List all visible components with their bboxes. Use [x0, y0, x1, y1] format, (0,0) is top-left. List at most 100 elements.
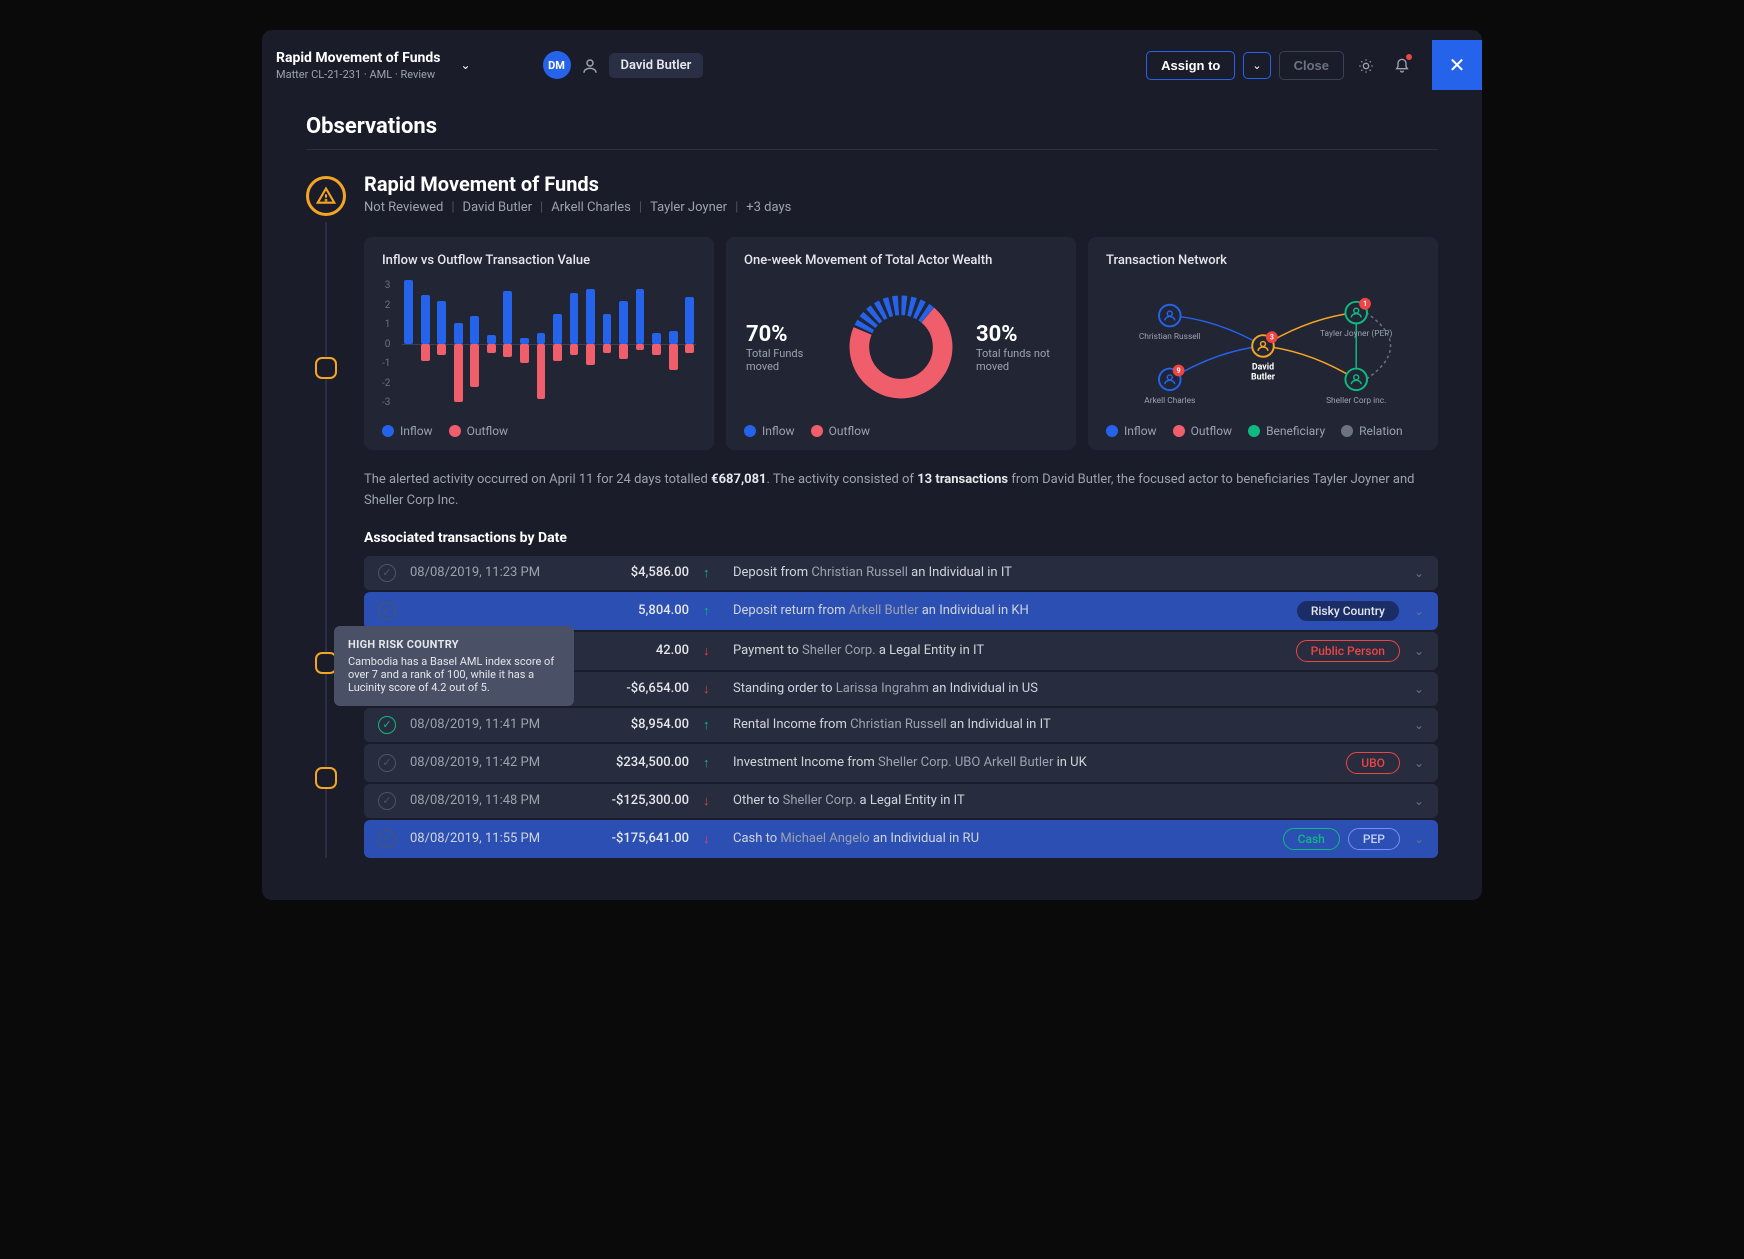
arrow-up-icon: ↑: [703, 755, 719, 771]
transaction-row[interactable]: ✓ 5,804.00 ↑ Deposit return from Arkell But…: [364, 592, 1438, 630]
timeline-marker: [315, 767, 337, 789]
tag[interactable]: Public Person: [1296, 640, 1400, 662]
legend-item: Inflow: [744, 424, 795, 438]
tx-amount: $234,500.00: [579, 755, 689, 770]
svg-text:Tayler Joyner (PEP): Tayler Joyner (PEP): [1320, 328, 1392, 339]
tx-amount: 5,804.00: [579, 603, 689, 618]
narrative-text: The alerted activity occurred on April 1…: [364, 470, 1438, 512]
app-frame: Rapid Movement of Funds Matter CL-21-231…: [262, 30, 1482, 900]
assign-dropdown-button[interactable]: ⌄: [1243, 52, 1270, 79]
svg-text:Christian Russell: Christian Russell: [1139, 332, 1201, 342]
arrow-down-icon: ↓: [703, 681, 719, 697]
tx-date: 08/08/2019, 11:41 PM: [410, 717, 565, 732]
svg-text:David: David: [1252, 363, 1274, 373]
associated-title: Associated transactions by Date: [364, 530, 1438, 546]
tx-amount: $8,954.00: [579, 717, 689, 732]
content: Observations Rapid Movement of Funds Not…: [262, 100, 1482, 900]
network-chart: Christian Russell 9Arkell Charles 3David…: [1106, 280, 1420, 410]
expand-icon[interactable]: ⌄: [1414, 832, 1424, 846]
avatar[interactable]: DM: [543, 51, 571, 79]
tag[interactable]: UBO: [1346, 752, 1400, 774]
user-pill[interactable]: David Butler: [609, 53, 704, 78]
transaction-row[interactable]: ✓08/08/2019, 11:48 PM-$125,300.00↓Other …: [364, 784, 1438, 818]
observation-meta-item: Arkell Charles: [551, 200, 631, 215]
panel-donut-chart: One-week Movement of Total Actor Wealth …: [726, 237, 1076, 450]
expand-icon[interactable]: ⌄: [1414, 718, 1424, 732]
notmoved-pct: 30%: [976, 322, 1056, 347]
tag[interactable]: PEP: [1348, 828, 1400, 850]
transaction-row[interactable]: ✓08/08/2019, 11:42 PM$234,500.00↑Investm…: [364, 744, 1438, 782]
transaction-row[interactable]: ✓ 08/08/2019, 11:55 PM -$175,641.00 ↓ Cash t…: [364, 820, 1438, 858]
tx-description: Standing order to Larissa Ingrahm an Ind…: [733, 681, 1386, 696]
panel-title: Transaction Network: [1106, 253, 1420, 268]
tooltip-body: Cambodia has a Basel AML index score of …: [348, 655, 560, 694]
donut-chart: [846, 292, 956, 402]
tag[interactable]: Cash: [1283, 828, 1340, 850]
tx-description: Cash to Michael Angelo an Individual in …: [733, 831, 1269, 846]
tx-description: Other to Sheller Corp. a Legal Entity in…: [733, 793, 1386, 808]
arrow-up-icon: ↑: [703, 603, 719, 619]
expand-icon[interactable]: ⌄: [1414, 756, 1424, 770]
tx-amount: -$6,654.00: [579, 681, 689, 696]
observation-meta-item: David Butler: [463, 200, 533, 215]
expand-icon[interactable]: ⌄: [1414, 682, 1424, 696]
expand-icon[interactable]: ⌄: [1414, 566, 1424, 580]
section-heading: Observations: [306, 114, 1438, 139]
legend-item: Relation: [1341, 424, 1403, 438]
case-subtitle: Matter CL-21-231 · AML · Review: [276, 68, 440, 81]
moved-label: Total Funds moved: [746, 347, 826, 373]
check-icon[interactable]: ✓: [378, 564, 396, 582]
observation-meta-item: Tayler Joyner: [650, 200, 727, 215]
check-icon[interactable]: ✓: [378, 830, 396, 848]
check-icon[interactable]: ✓: [378, 716, 396, 734]
panel-network: Transaction Network Christian Russell 9A…: [1088, 237, 1438, 450]
expand-icon[interactable]: ⌄: [1414, 794, 1424, 808]
close-button[interactable]: ✕: [1432, 40, 1482, 90]
legend-item: Beneficiary: [1248, 424, 1325, 438]
arrow-up-icon: ↑: [703, 565, 719, 581]
tx-date: 08/08/2019, 11:23 PM: [410, 565, 565, 580]
tx-description: Deposit return from Arkell Butler an Ind…: [733, 603, 1282, 618]
panel-bar-chart: Inflow vs Outflow Transaction Value 3210…: [364, 237, 714, 450]
svg-text:Sheller Corp inc.: Sheller Corp inc.: [1326, 396, 1386, 406]
check-icon[interactable]: ✓: [378, 754, 396, 772]
arrow-down-icon: ↓: [703, 831, 719, 847]
moved-pct: 70%: [746, 322, 826, 347]
legend-item: Outflow: [811, 424, 870, 438]
legend-item: Outflow: [1173, 424, 1232, 438]
transaction-row[interactable]: ✓08/08/2019, 11:41 PM$8,954.00↑Rental In…: [364, 708, 1438, 742]
tx-description: Investment Income from Sheller Corp. UBO…: [733, 755, 1332, 770]
observation-meta-item: Not Reviewed: [364, 200, 443, 215]
check-icon[interactable]: ✓: [378, 792, 396, 810]
timeline: [306, 172, 346, 858]
observation-title: Rapid Movement of Funds: [364, 172, 1438, 196]
tx-date: 08/08/2019, 11:48 PM: [410, 793, 565, 808]
observation-meta-item: +3 days: [746, 200, 791, 215]
tooltip-title: HIGH RISK COUNTRY: [348, 638, 560, 651]
bell-icon[interactable]: [1388, 50, 1416, 81]
alert-icon: [306, 176, 346, 216]
close-text-button[interactable]: Close: [1279, 51, 1344, 80]
tx-date: 08/08/2019, 11:55 PM: [410, 831, 565, 846]
arrow-down-icon: ↓: [703, 643, 719, 659]
theme-icon[interactable]: [1352, 50, 1380, 81]
panel-title: One-week Movement of Total Actor Wealth: [744, 253, 1058, 268]
svg-text:9: 9: [1177, 367, 1181, 375]
panel-title: Inflow vs Outflow Transaction Value: [382, 253, 696, 268]
notmoved-label: Total funds not moved: [976, 347, 1056, 373]
svg-text:1: 1: [1363, 300, 1367, 308]
tx-amount: -$175,641.00: [579, 831, 689, 846]
transaction-row[interactable]: ✓08/08/2019, 11:23 PM$4,586.00↑Deposit f…: [364, 556, 1438, 590]
expand-icon[interactable]: ⌄: [1414, 604, 1424, 618]
expand-icon[interactable]: ⌄: [1414, 644, 1424, 658]
legend-item: Outflow: [449, 424, 508, 438]
tag[interactable]: Risky Country: [1296, 600, 1400, 622]
arrow-down-icon: ↓: [703, 793, 719, 809]
assign-to-button[interactable]: Assign to: [1146, 51, 1235, 80]
chevron-down-icon[interactable]: ⌄: [460, 58, 470, 72]
svg-text:Butler: Butler: [1251, 372, 1276, 382]
tx-amount: $4,586.00: [579, 565, 689, 580]
person-icon: [581, 55, 599, 76]
check-icon[interactable]: ✓: [378, 602, 396, 620]
transaction-list: ✓08/08/2019, 11:23 PM$4,586.00↑Deposit f…: [364, 556, 1438, 858]
